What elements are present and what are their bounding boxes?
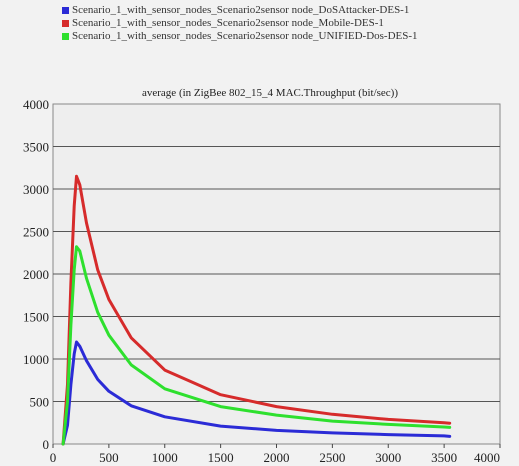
y-tick-label: 3000 xyxy=(23,182,49,197)
legend-item: Scenario_1_with_sensor_nodes_Scenario2se… xyxy=(62,30,502,42)
x-tick-label: 1500 xyxy=(208,450,234,465)
legend-item: Scenario_1_with_sensor_nodes_Scenario2se… xyxy=(62,4,502,16)
x-tick-label: 3000 xyxy=(375,450,401,465)
y-tick-label: 2500 xyxy=(23,225,49,240)
legend-label: Scenario_1_with_sensor_nodes_Scenario2se… xyxy=(72,30,418,42)
legend-swatch xyxy=(62,19,69,27)
series-line xyxy=(61,245,452,446)
x-tick-label: 2500 xyxy=(319,450,345,465)
y-tick-label: 1500 xyxy=(23,310,49,325)
y-tick-label: 2000 xyxy=(23,267,49,282)
x-tick-label: 0 xyxy=(50,450,57,465)
legend-item: Scenario_1_with_sensor_nodes_Scenario2se… xyxy=(62,17,502,29)
series-line xyxy=(61,174,452,446)
axes: 0 500 1000 1500 2000 2500 3000 3500 4000 0 500 1000… xyxy=(23,97,501,465)
series-lines xyxy=(61,174,452,446)
series-line xyxy=(61,340,452,446)
x-tick-label: 2000 xyxy=(264,450,290,465)
y-tick-label: 4000 xyxy=(23,97,49,112)
legend: Scenario_1_with_sensor_nodes_Scenario2se… xyxy=(62,4,502,43)
y-tick-label: 500 xyxy=(30,395,50,410)
x-tick-label: 1000 xyxy=(152,450,178,465)
y-tick-label: 0 xyxy=(43,437,50,452)
y-tick-label: 3500 xyxy=(23,140,49,155)
legend-label: Scenario_1_with_sensor_nodes_Scenario2se… xyxy=(72,17,384,29)
x-tick-label: 500 xyxy=(99,450,119,465)
legend-swatch xyxy=(62,6,69,14)
chart-title: average (in ZigBee 802_15_4 MAC.Throughp… xyxy=(142,87,398,99)
legend-swatch xyxy=(62,32,69,40)
x-tick-label: 3500 xyxy=(431,450,457,465)
gridlines xyxy=(53,146,500,402)
legend-label: Scenario_1_with_sensor_nodes_Scenario2se… xyxy=(72,4,410,16)
y-tick-label: 1000 xyxy=(23,352,49,367)
x-tick-label: 4000 xyxy=(474,450,500,465)
